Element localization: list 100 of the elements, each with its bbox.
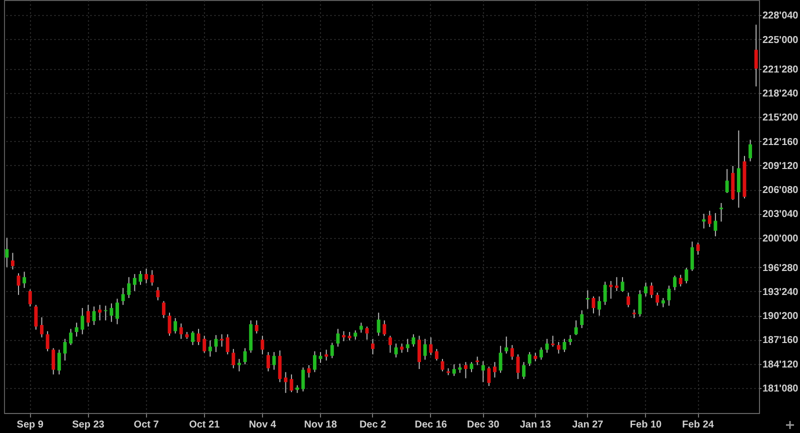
candlestick: [63, 338, 67, 362]
candlestick: [551, 335, 555, 348]
candlestick: [487, 366, 491, 387]
x-tick-label: Dec 30: [467, 420, 500, 430]
candlestick: [678, 274, 682, 287]
candlestick: [196, 328, 200, 346]
candlestick: [620, 276, 624, 292]
y-tick-label: 200'000: [762, 233, 799, 244]
x-tick-label: Jan 27: [572, 420, 604, 430]
candlestick: [574, 320, 578, 336]
candlestick: [673, 275, 677, 291]
x-tick-label: Feb 10: [630, 420, 662, 430]
candlestick: [562, 338, 566, 353]
candlestick: [98, 304, 102, 321]
candlestick: [330, 342, 334, 359]
candlestick: [162, 300, 166, 319]
candlestick: [312, 350, 316, 373]
candlestick: [46, 330, 50, 352]
y-tick-label: 228'040: [762, 10, 799, 22]
candlestick: [86, 304, 90, 328]
candlestick: [470, 362, 474, 373]
candlestick: [138, 270, 142, 286]
y-tick-label: 203'040: [762, 209, 799, 220]
candlestick: [191, 330, 194, 346]
candlestick: [301, 366, 305, 392]
candlestick: [522, 362, 526, 380]
x-tick-label: Sep 9: [16, 420, 44, 430]
candlestick: [429, 336, 433, 356]
x-tick-label: Dec 16: [414, 420, 448, 430]
y-tick-label: 221'280: [762, 64, 799, 76]
x-tick-label: Feb 24: [682, 420, 714, 430]
candlestick: [714, 212, 718, 237]
candlestick: [754, 24, 758, 87]
x-tick-label: Dec 2: [359, 420, 387, 430]
candlestick: [394, 343, 398, 358]
y-tick-label: 215'200: [762, 112, 799, 124]
candlestick: [174, 318, 178, 334]
candlestick: [150, 270, 154, 286]
y-tick-label: 184'120: [762, 359, 799, 370]
candlestick: [179, 322, 183, 340]
candlestick: [16, 272, 20, 296]
candlestick: [34, 304, 38, 330]
candlestick: [342, 330, 346, 342]
x-tick-label: Nov 4: [248, 420, 276, 430]
candlestick: [168, 312, 172, 336]
candlestick: [510, 344, 514, 360]
candlestick: [528, 352, 532, 366]
candlestick: [493, 362, 496, 378]
candlestick: [307, 364, 311, 378]
candlestick: [365, 326, 369, 340]
candlestick: [650, 282, 654, 299]
candlestick: [52, 348, 56, 375]
candlestick: [202, 335, 206, 354]
candlestick: [656, 292, 660, 306]
candlestick: [614, 276, 618, 292]
candlestick: [638, 290, 642, 317]
candlestick: [220, 334, 224, 348]
candlestick: [708, 210, 712, 228]
x-tick-label: Oct 21: [189, 420, 220, 430]
candlestick: [226, 334, 230, 355]
candlestick: [243, 348, 247, 365]
candlestick: [504, 336, 508, 354]
candlestick: [626, 292, 630, 308]
candlestick: [5, 237, 9, 268]
candlestick: [132, 274, 136, 292]
candlestick: [260, 335, 264, 355]
candlestick: [110, 302, 114, 322]
x-tick-label: Sep 23: [72, 420, 105, 430]
candlestick: [720, 202, 723, 222]
candlestick: [412, 334, 416, 348]
y-tick-label: 190'200: [762, 311, 799, 322]
candlestick: [156, 286, 160, 301]
y-tick-label: 212'160: [762, 136, 799, 148]
candlestick: [80, 308, 84, 335]
candlestick: [598, 296, 602, 316]
candlestick: [440, 358, 444, 372]
x-tick-label: Nov 18: [304, 420, 338, 430]
candlestick: [57, 349, 61, 375]
candlestick: [318, 352, 322, 364]
candlestick: [580, 310, 584, 329]
candlestick: [644, 282, 648, 297]
candlestick: [28, 289, 32, 307]
candlestick: [748, 139, 752, 162]
candlestick: [516, 354, 520, 380]
candlestick: [556, 341, 560, 354]
candlestick: [336, 328, 340, 348]
candlestick: [266, 352, 270, 372]
y-tick-label: 196'280: [762, 262, 799, 274]
y-tick-label: 181'080: [762, 383, 799, 394]
y-tick-label: 193'240: [762, 286, 799, 298]
candlestick: [400, 343, 404, 354]
candlestick: [272, 352, 276, 370]
candlestick: [568, 334, 572, 346]
candlestick: [278, 350, 282, 383]
candlestick: [452, 364, 456, 376]
candlestick: [371, 338, 375, 355]
candlestick: [121, 287, 125, 306]
candlestick: [725, 168, 729, 194]
candlestick: [69, 328, 73, 346]
candlestick: [214, 334, 218, 353]
